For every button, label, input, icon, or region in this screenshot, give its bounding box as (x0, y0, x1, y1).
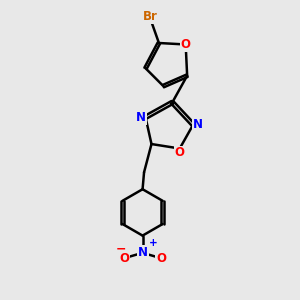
Text: O: O (175, 146, 185, 160)
Text: N: N (138, 246, 148, 259)
Text: O: O (119, 252, 129, 265)
Text: O: O (181, 38, 191, 51)
Text: N: N (193, 118, 202, 131)
Text: −: − (116, 242, 126, 255)
Text: O: O (156, 252, 166, 265)
Text: +: + (149, 238, 158, 248)
Text: Br: Br (142, 10, 158, 23)
Text: N: N (136, 111, 146, 124)
